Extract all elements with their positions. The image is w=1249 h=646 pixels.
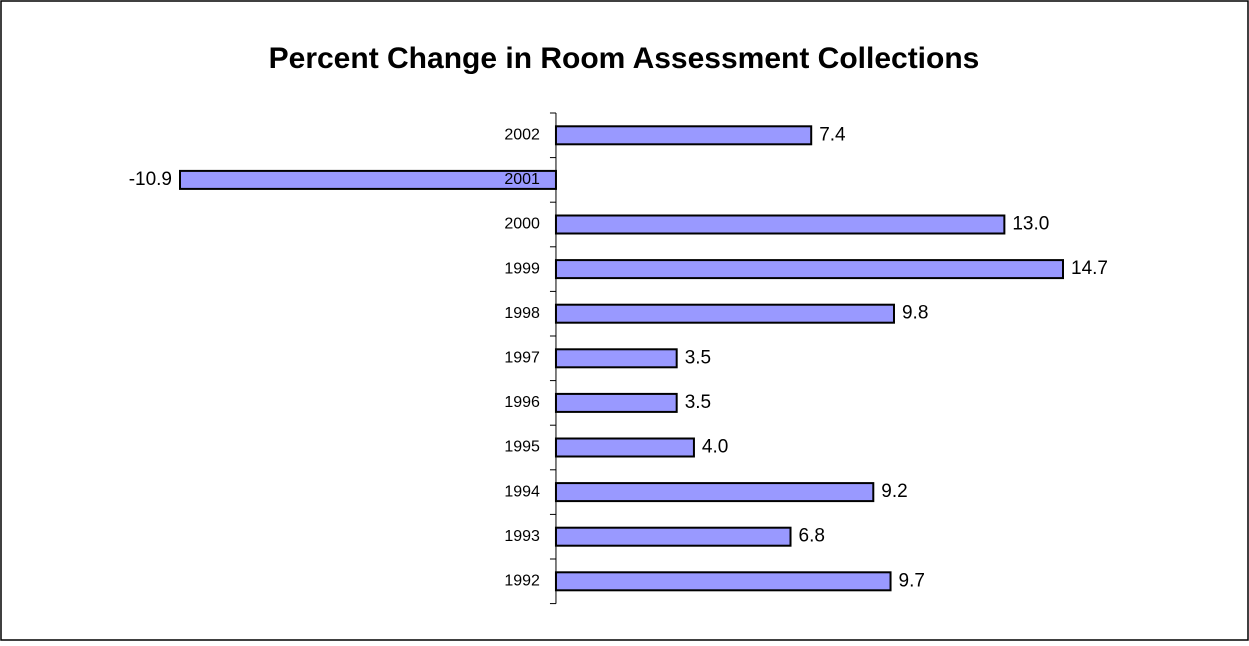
chart-title: Percent Change in Room Assessment Collec… xyxy=(269,42,980,75)
data-label: 3.5 xyxy=(685,347,711,368)
bar xyxy=(554,303,895,324)
y-tick-label: 1997 xyxy=(504,350,540,367)
bar xyxy=(554,392,678,413)
data-label: 9.7 xyxy=(899,570,925,591)
bar xyxy=(554,348,678,369)
bar xyxy=(554,437,695,458)
y-tick-label: 1999 xyxy=(504,260,540,277)
y-tick-label: 1995 xyxy=(504,439,540,456)
bar xyxy=(554,259,1064,280)
data-label: 9.8 xyxy=(902,303,928,324)
data-label: 9.2 xyxy=(881,481,907,502)
y-tick-label: 2000 xyxy=(504,216,540,233)
y-tick-label: 1993 xyxy=(504,528,540,545)
bar xyxy=(554,214,1006,235)
bar xyxy=(554,571,892,592)
y-tick-label: 2001 xyxy=(504,171,540,188)
y-tick-label: 1994 xyxy=(504,483,540,500)
bar xyxy=(554,125,813,146)
data-label: 4.0 xyxy=(702,437,728,458)
bar xyxy=(179,169,557,190)
y-tick-label: 1992 xyxy=(504,573,540,590)
data-label: 3.5 xyxy=(685,392,711,413)
y-tick-label: 2002 xyxy=(504,127,540,144)
y-tick-label: 1996 xyxy=(504,394,540,411)
data-label: 6.8 xyxy=(799,526,825,547)
data-label: -10.9 xyxy=(129,169,172,190)
y-tick-label: 1998 xyxy=(504,305,540,322)
data-label: 13.0 xyxy=(1012,214,1049,235)
bar xyxy=(554,482,875,503)
data-label: 7.4 xyxy=(819,124,846,145)
bar xyxy=(554,526,792,547)
data-label: 14.7 xyxy=(1071,258,1108,279)
